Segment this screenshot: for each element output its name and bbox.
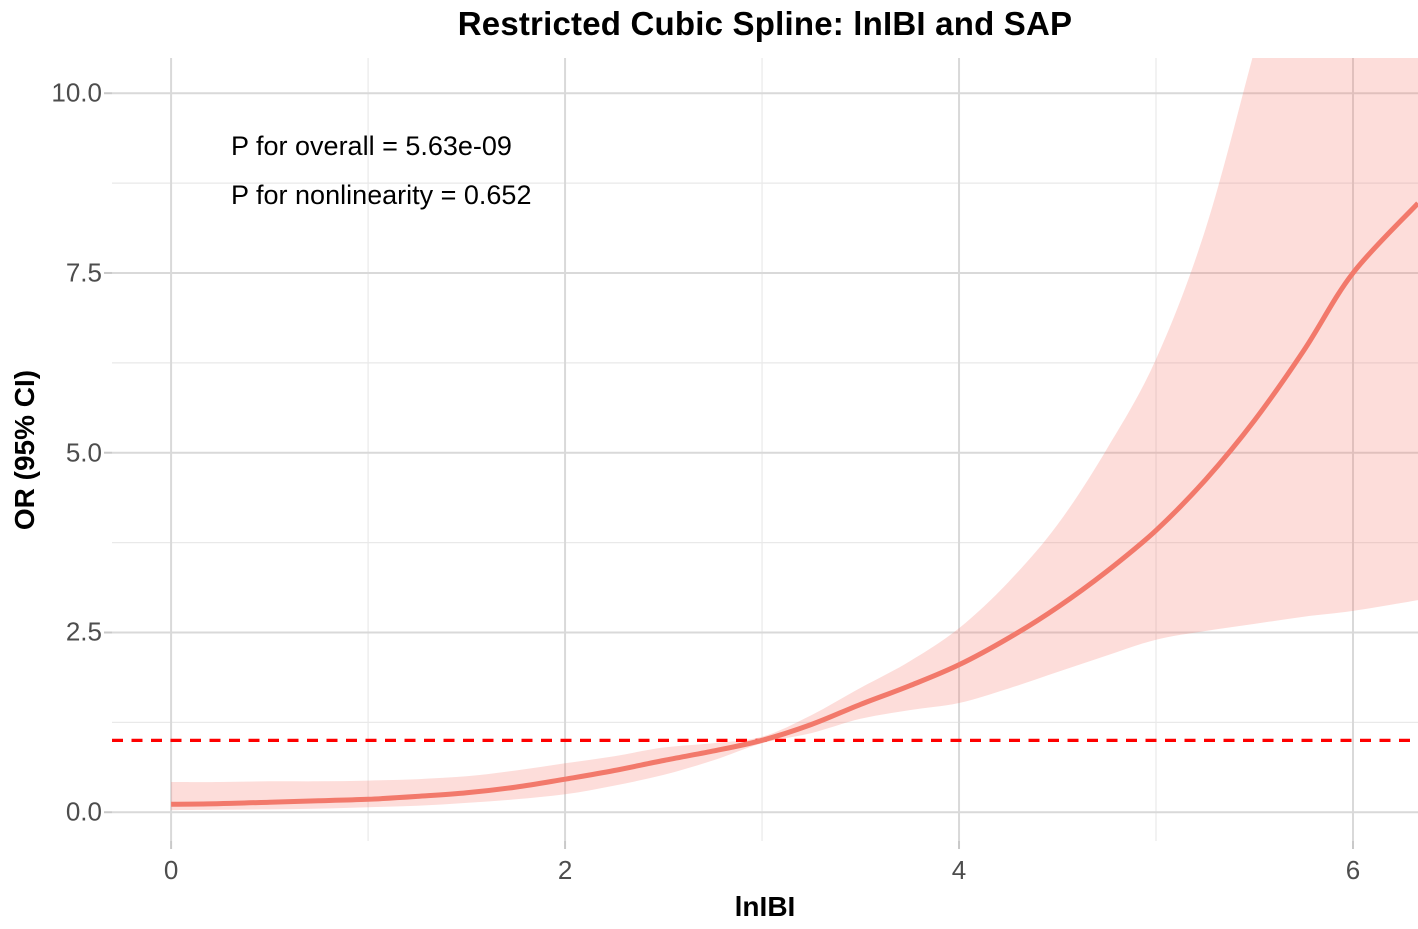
y-tick-label: 7.5 (65, 257, 102, 288)
y-tick-label: 5.0 (65, 437, 102, 468)
spline-curve (171, 201, 1418, 807)
x-tick-label: 0 (163, 855, 179, 885)
plot-panel (104, 58, 1418, 849)
confidence-band (171, 58, 1418, 811)
annotation-p-overall: P for overall = 5.63e-09 (231, 131, 512, 161)
annotation-p-nonlinearity: P for nonlinearity = 0.652 (231, 180, 532, 210)
x-tick-label: 6 (1345, 855, 1361, 885)
x-axis-title: lnIBI (734, 891, 796, 922)
y-tick-label: 0.0 (65, 796, 102, 827)
y-tick-label: 10.0 (51, 77, 102, 108)
chart-title: Restricted Cubic Spline: lnIBI and SAP (457, 5, 1073, 42)
x-tick-label: 4 (951, 855, 967, 885)
y-tick-label: 2.5 (65, 616, 102, 647)
x-tick-label: 2 (557, 855, 573, 885)
